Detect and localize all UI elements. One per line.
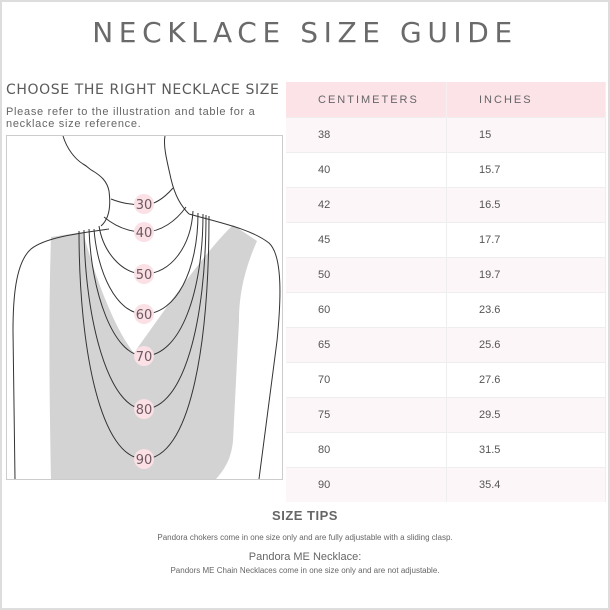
inch-cell: 19.7 [446, 257, 606, 293]
table-row: 40 15.7 [286, 152, 606, 188]
necklace-label: 40 [136, 226, 153, 241]
illustration-svg: 30 40 50 60 70 80 90 [12, 135, 281, 480]
intro-text: Please refer to the illustration and tab… [6, 106, 256, 130]
cm-cell: 90 [286, 467, 447, 502]
me-necklace-heading: Pandora ME Necklace: [248, 551, 362, 563]
necklace-label: 50 [136, 268, 153, 283]
necklace-label: 80 [136, 403, 153, 418]
inch-cell: 31.5 [446, 432, 606, 468]
necklace-label: 70 [136, 350, 153, 365]
neck-left-outline [62, 135, 111, 227]
inch-cell: 17.7 [446, 222, 606, 258]
inch-cell: 15 [446, 117, 606, 153]
inch-cell: 27.6 [446, 362, 606, 398]
inch-cell: 29.5 [446, 397, 606, 433]
table-row: 75 29.5 [286, 397, 606, 433]
cm-cell: 42 [286, 187, 447, 223]
necklace-label: 30 [136, 198, 153, 213]
cm-cell: 80 [286, 432, 447, 468]
left-shoulder-outline [12, 228, 110, 480]
column-header-centimeters: CENTIMETERS [286, 82, 447, 118]
table-row: 50 19.7 [286, 257, 606, 293]
cm-cell: 40 [286, 152, 447, 188]
choker-note: Pandora chokers come in one size only an… [157, 533, 453, 542]
table-row: 70 27.6 [286, 362, 606, 398]
shirt-shape [49, 225, 257, 479]
cm-cell: 38 [286, 117, 447, 153]
table-row: 65 25.6 [286, 327, 606, 363]
size-table: CENTIMETERS INCHES 38 15 40 15.7 42 16.5 45 17.… [286, 82, 606, 502]
cm-cell: 60 [286, 292, 447, 328]
necklace-label: 90 [136, 453, 153, 468]
inch-cell: 25.6 [446, 327, 606, 363]
size-tips-title: SIZE TIPS [272, 508, 338, 523]
cm-cell: 75 [286, 397, 447, 433]
necklace-illustration: 30 40 50 60 70 80 90 [6, 135, 283, 480]
section-heading: CHOOSE THE RIGHT NECKLACE SIZE [6, 82, 280, 98]
me-necklace-note: Pandors ME Chain Necklaces come in one s… [170, 566, 440, 575]
cm-cell: 65 [286, 327, 447, 363]
table-row: 38 15 [286, 117, 606, 153]
right-shoulder-outline [188, 213, 281, 480]
inch-cell: 15.7 [446, 152, 606, 188]
table-row: 80 31.5 [286, 432, 606, 468]
cm-cell: 50 [286, 257, 447, 293]
necklace-label: 60 [136, 308, 153, 323]
neck-right-outline [164, 135, 190, 215]
column-header-inches: INCHES [446, 82, 606, 118]
table-row: 90 35.4 [286, 467, 606, 502]
table-row: 45 17.7 [286, 222, 606, 258]
page-title: NECKLACE SIZE GUIDE [92, 16, 518, 49]
inch-cell: 23.6 [446, 292, 606, 328]
table-row: 42 16.5 [286, 187, 606, 223]
table-row: 60 23.6 [286, 292, 606, 328]
cm-cell: 70 [286, 362, 447, 398]
inch-cell: 16.5 [446, 187, 606, 223]
inch-cell: 35.4 [446, 467, 606, 502]
cm-cell: 45 [286, 222, 447, 258]
